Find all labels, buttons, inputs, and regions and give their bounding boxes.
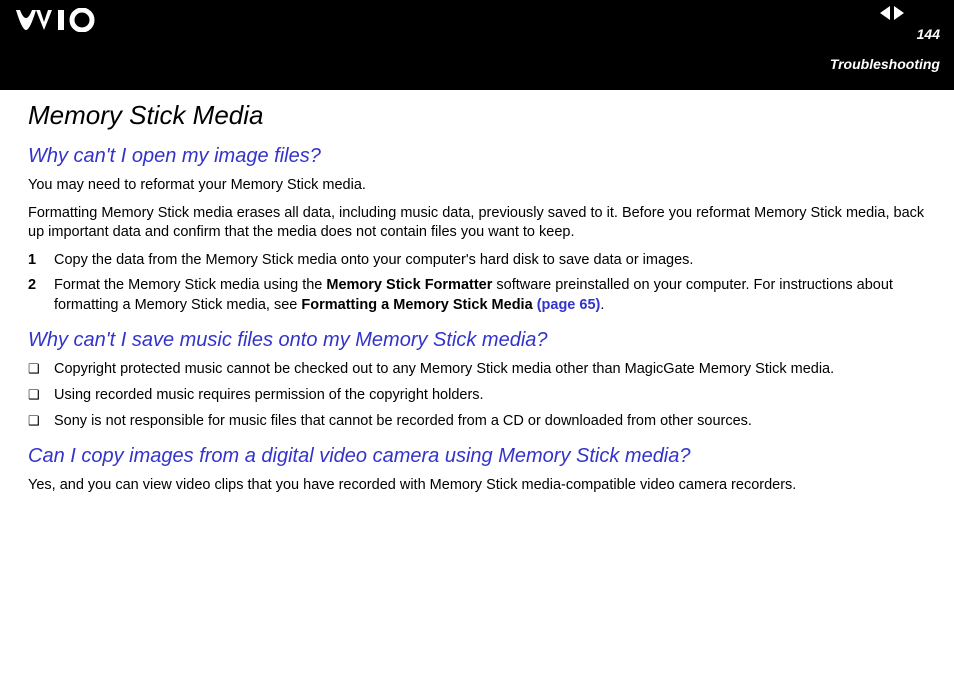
page-link[interactable]: (page 65) [537, 297, 601, 313]
body-text: You may need to reformat your Memory Sti… [28, 176, 926, 196]
next-page-arrow[interactable] [894, 6, 904, 20]
list-text: Copy the data from the Memory Stick medi… [54, 251, 926, 271]
vaio-logo [16, 8, 116, 37]
bullet-icon: ❑ [28, 412, 54, 432]
body-text: Yes, and you can view video clips that y… [28, 476, 926, 496]
list-number: 1 [28, 251, 54, 271]
page-number: 144 [917, 26, 940, 42]
body-text: Formatting Memory Stick media erases all… [28, 204, 926, 243]
list-item: 1 Copy the data from the Memory Stick me… [28, 251, 926, 271]
nav-arrows [880, 6, 904, 20]
page-content: Memory Stick Media Why can't I open my i… [0, 90, 954, 524]
prev-page-arrow[interactable] [880, 6, 890, 20]
bullet-list: ❑ Copyright protected music cannot be ch… [28, 360, 926, 431]
faq-heading: Can I copy images from a digital video c… [28, 445, 926, 468]
list-text: Copyright protected music cannot be chec… [54, 360, 926, 380]
list-text: Format the Memory Stick media using the … [54, 276, 926, 315]
numbered-list: 1 Copy the data from the Memory Stick me… [28, 251, 926, 316]
list-text: Using recorded music requires permission… [54, 386, 926, 406]
list-text: Sony is not responsible for music files … [54, 412, 926, 432]
section-breadcrumb: Troubleshooting [830, 56, 940, 72]
page-title: Memory Stick Media [28, 100, 926, 131]
list-item: ❑ Sony is not responsible for music file… [28, 412, 926, 432]
faq-heading: Why can't I save music files onto my Mem… [28, 329, 926, 352]
list-number: 2 [28, 276, 54, 315]
faq-heading: Why can't I open my image files? [28, 145, 926, 168]
header-bar: 144 Troubleshooting [0, 0, 954, 90]
list-item: 2 Format the Memory Stick media using th… [28, 276, 926, 315]
list-item: ❑ Using recorded music requires permissi… [28, 386, 926, 406]
bullet-icon: ❑ [28, 360, 54, 380]
list-item: ❑ Copyright protected music cannot be ch… [28, 360, 926, 380]
bullet-icon: ❑ [28, 386, 54, 406]
